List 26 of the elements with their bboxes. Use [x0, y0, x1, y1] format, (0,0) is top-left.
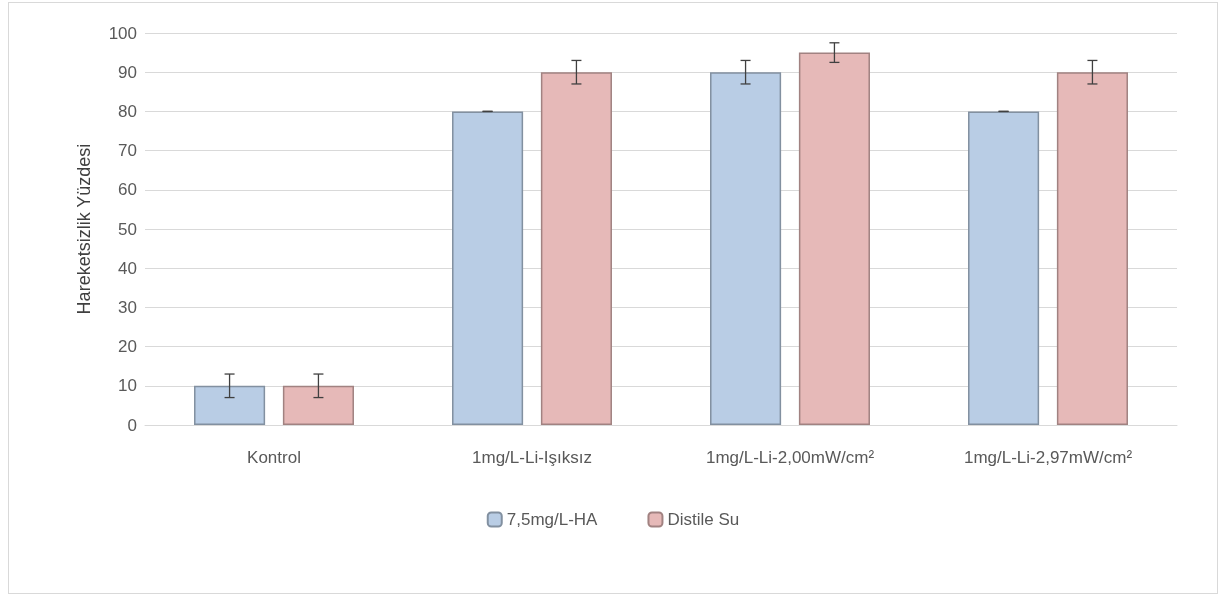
bar: [282, 385, 354, 425]
y-tick-label: 90: [118, 62, 137, 82]
y-tick-label: 70: [118, 141, 137, 161]
x-tick-label: 1mg/L-Li-2,00mW/cm²: [705, 448, 875, 467]
y-tick-label: 40: [118, 258, 137, 278]
y-tick-label: 20: [118, 337, 137, 357]
y-tick-label: 100: [108, 23, 137, 43]
bar: [968, 111, 1040, 425]
x-tick-label: Kontrol: [247, 448, 301, 467]
y-tick-label: 50: [118, 219, 137, 239]
bar: [710, 72, 782, 425]
y-tick-label: 80: [118, 101, 137, 121]
y-tick-label: 30: [118, 297, 137, 317]
bar: [452, 111, 524, 425]
bar: [1056, 72, 1128, 425]
bar: [540, 72, 612, 425]
y-axis-title: Hareketsizlik Yüzdesi: [74, 143, 94, 315]
y-tick-label: 60: [118, 180, 137, 200]
y-tick-label: 0: [127, 415, 137, 435]
legend-label: Distile Su: [667, 510, 740, 529]
x-tick-label: 1mg/L-Li-2,97mW/cm²: [963, 448, 1133, 467]
bar: [798, 52, 870, 425]
legend-label: 7,5mg/L-HA: [506, 510, 599, 529]
y-tick-label: 10: [118, 376, 137, 396]
x-tick-label: 1mg/L-Li-Işıksız: [472, 448, 592, 467]
bar: [194, 385, 266, 425]
